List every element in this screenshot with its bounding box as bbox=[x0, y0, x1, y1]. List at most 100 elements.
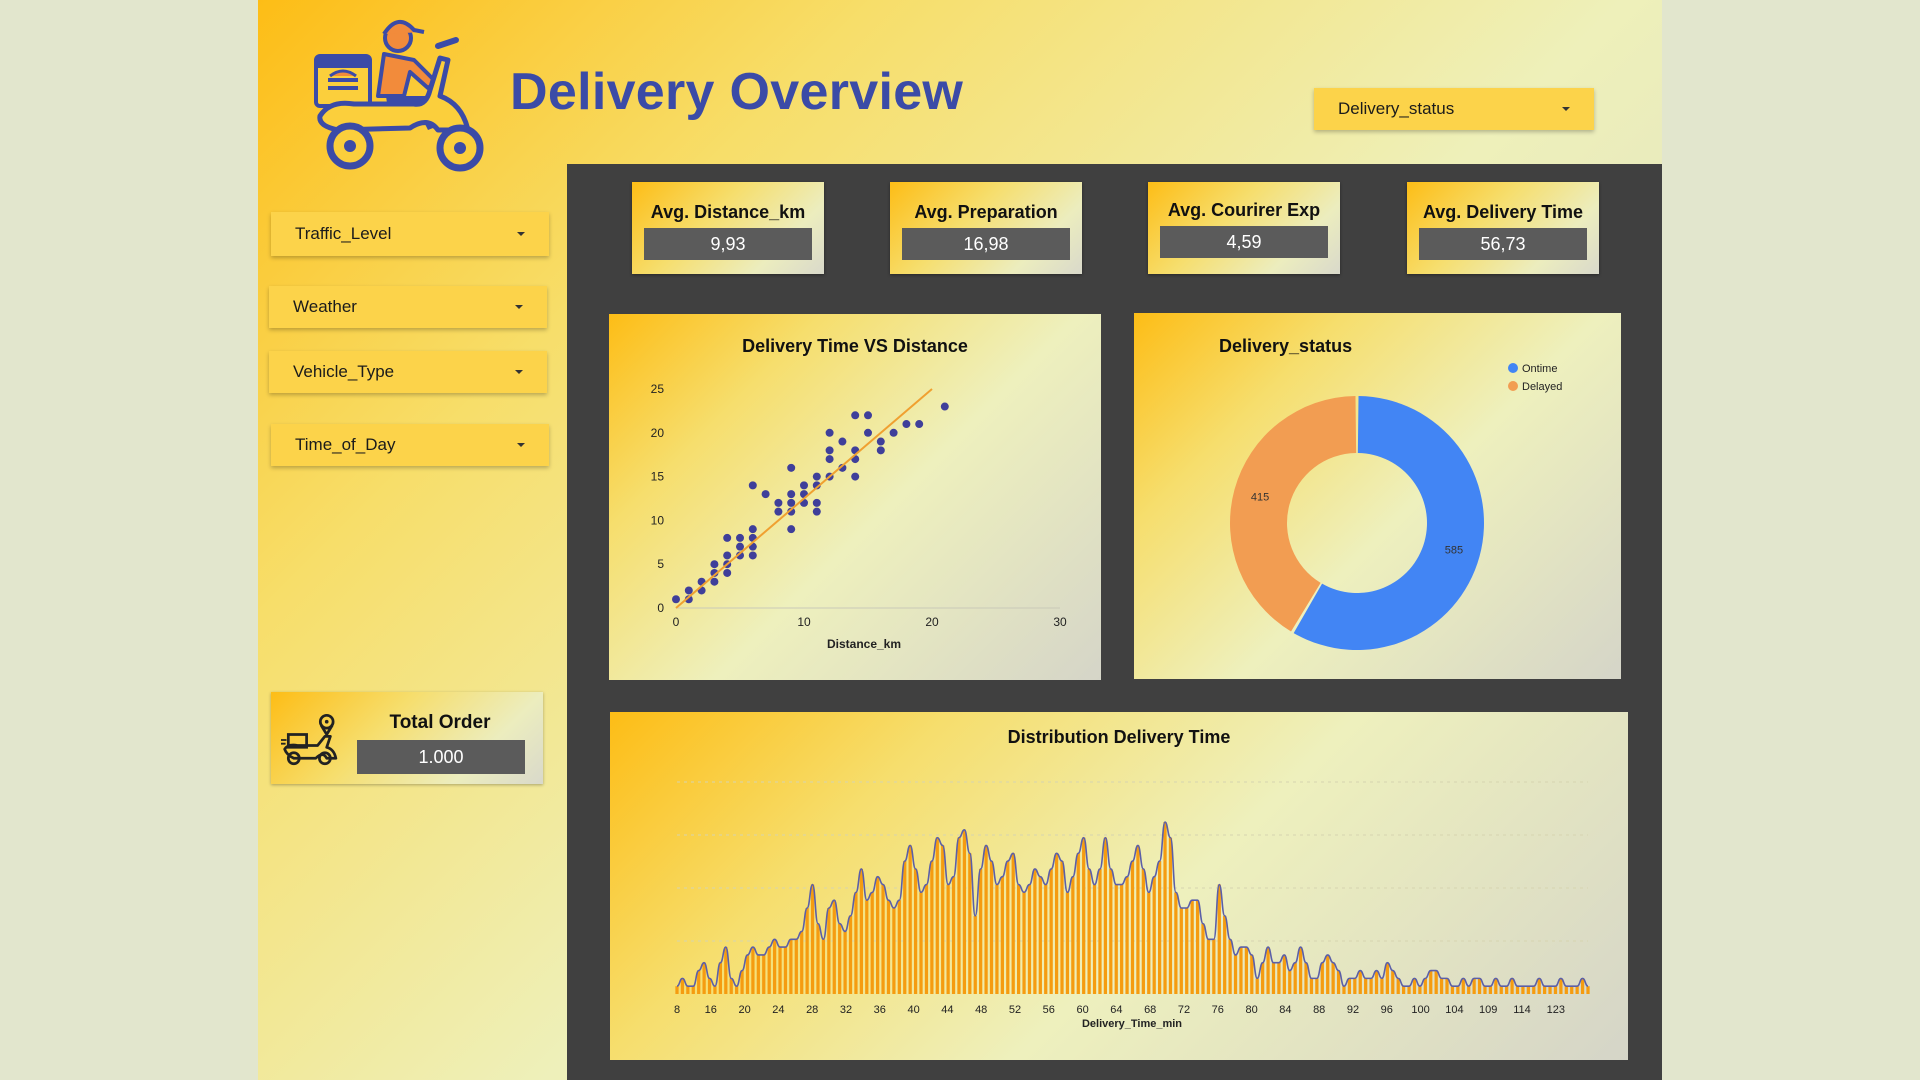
scatter-chart: 0 10 20 30 0 5 10 15 20 25 Distance_km bbox=[651, 382, 1067, 651]
scatter-point bbox=[787, 525, 796, 534]
scatter-point bbox=[800, 481, 808, 490]
x-axis-label: Distance_km bbox=[827, 637, 901, 651]
scatter-point bbox=[851, 411, 860, 420]
histogram-bar bbox=[843, 931, 847, 994]
histogram-bar bbox=[1152, 876, 1156, 994]
x-tick-label: 36 bbox=[874, 1004, 886, 1016]
histogram-bar bbox=[930, 861, 934, 994]
histogram-bar bbox=[1364, 978, 1368, 994]
histogram-bar bbox=[1125, 876, 1129, 994]
histogram-bar bbox=[1304, 962, 1308, 994]
scatter-point bbox=[761, 490, 770, 499]
time-of-day-filter[interactable]: Time_of_Day bbox=[271, 424, 549, 466]
histogram-bar bbox=[745, 954, 750, 994]
histogram-bar bbox=[1537, 978, 1541, 994]
histogram-bar bbox=[713, 986, 717, 994]
kpi-avg-preparation: Avg. Preparation 16,98 bbox=[890, 182, 1082, 274]
scatter-point bbox=[787, 507, 796, 516]
histogram-bar bbox=[1499, 986, 1503, 994]
histogram-bar bbox=[1402, 986, 1406, 994]
histogram-bar bbox=[1412, 978, 1417, 994]
kpi-avg-distance: Avg. Distance_km 9,93 bbox=[632, 182, 824, 274]
histogram-bar bbox=[1488, 986, 1493, 994]
histogram-bar bbox=[1532, 986, 1536, 994]
histogram-bar bbox=[767, 947, 771, 994]
scatter-point bbox=[812, 481, 821, 490]
histogram-bar bbox=[1288, 970, 1292, 994]
histogram-bar bbox=[1038, 876, 1042, 994]
histogram-bar bbox=[1054, 853, 1059, 994]
histogram-bar bbox=[1168, 837, 1173, 994]
histogram-bar bbox=[935, 837, 939, 994]
histogram-bar bbox=[816, 923, 820, 994]
histogram-bar bbox=[718, 962, 723, 994]
dropdown-label: Time_of_Day bbox=[295, 435, 396, 454]
scatter-point bbox=[774, 507, 783, 516]
histogram-bar bbox=[1147, 892, 1151, 994]
histogram-bar bbox=[1445, 978, 1449, 994]
histogram-bar bbox=[800, 931, 804, 994]
scooter-location-icon bbox=[281, 713, 338, 766]
histogram-bar bbox=[1244, 947, 1249, 994]
histogram-bar bbox=[1450, 986, 1455, 994]
histogram-bar bbox=[1217, 884, 1221, 994]
scatter-point bbox=[787, 490, 796, 499]
content-panel: Avg. Distance_km 9,93 Avg. Preparation 1… bbox=[567, 164, 1662, 1080]
histogram-bar bbox=[1098, 868, 1102, 994]
histogram-bar bbox=[1391, 970, 1395, 994]
histogram-bar bbox=[854, 892, 858, 994]
kpi-title: Avg. Delivery Time bbox=[1422, 202, 1584, 222]
histogram-bar bbox=[1369, 978, 1373, 994]
x-tick-label: 24 bbox=[772, 1004, 784, 1016]
histogram-bar bbox=[691, 986, 695, 994]
histogram-bar bbox=[778, 947, 782, 994]
x-tick-label: 20 bbox=[925, 615, 939, 629]
histogram-bar bbox=[1434, 970, 1438, 994]
traffic-level-filter[interactable]: Traffic_Level bbox=[271, 212, 549, 256]
vehicle-type-filter[interactable]: Vehicle_Type bbox=[269, 351, 547, 393]
histogram-bar bbox=[1212, 939, 1216, 994]
kpi-value: 4,59 bbox=[1160, 226, 1328, 258]
histogram-bar bbox=[957, 837, 961, 994]
histogram-bar bbox=[1136, 845, 1140, 994]
histogram-bar bbox=[1201, 923, 1205, 994]
y-tick-label: 20 bbox=[651, 426, 665, 440]
scatter-point bbox=[736, 542, 744, 551]
histogram-bar bbox=[1331, 962, 1335, 994]
dropdown-label: Delivery_status bbox=[1338, 99, 1455, 118]
scatter-point bbox=[723, 551, 732, 560]
x-tick-label: 52 bbox=[1009, 1004, 1021, 1016]
scatter-point bbox=[736, 533, 744, 542]
distribution-chart: 8 16 20 24 28 32 36 40 44 48 52 56 60 64 68 72 76 80 84 88 9… bbox=[674, 781, 1590, 1030]
delivery-status-filter[interactable]: Delivery_status bbox=[1314, 88, 1594, 130]
histogram-bar bbox=[1195, 900, 1200, 994]
total-order-title: Total Order bbox=[389, 712, 491, 733]
scatter-point bbox=[940, 402, 949, 411]
scatter-point bbox=[710, 577, 719, 586]
histogram-bar bbox=[1228, 939, 1232, 994]
y-tick-label: 10 bbox=[651, 513, 665, 527]
histogram-bar bbox=[979, 868, 983, 994]
histogram-bar bbox=[951, 876, 956, 994]
histogram-bar bbox=[832, 900, 836, 994]
histogram-bar bbox=[1439, 978, 1444, 994]
histogram-bar bbox=[859, 868, 863, 994]
histogram-bar bbox=[1374, 970, 1379, 994]
x-tick-label: 20 bbox=[738, 1004, 750, 1016]
x-tick-label: 32 bbox=[840, 1004, 852, 1016]
x-tick-label: 76 bbox=[1212, 1004, 1224, 1016]
histogram-bar bbox=[1000, 876, 1004, 994]
histogram-bar bbox=[1505, 986, 1509, 994]
histogram-bar bbox=[881, 884, 885, 994]
scatter-point bbox=[710, 568, 719, 577]
histogram-bar bbox=[1336, 970, 1341, 994]
x-tick-label: 72 bbox=[1178, 1004, 1190, 1016]
histogram-bar bbox=[1418, 986, 1422, 994]
legend-label: Delayed bbox=[1522, 381, 1562, 393]
x-tick-label: 0 bbox=[673, 615, 680, 629]
legend-swatch bbox=[1508, 363, 1518, 373]
histogram-bar bbox=[1114, 884, 1118, 994]
histogram-bar bbox=[675, 986, 679, 994]
weather-filter[interactable]: Weather bbox=[269, 286, 547, 328]
scatter-point bbox=[748, 551, 757, 560]
